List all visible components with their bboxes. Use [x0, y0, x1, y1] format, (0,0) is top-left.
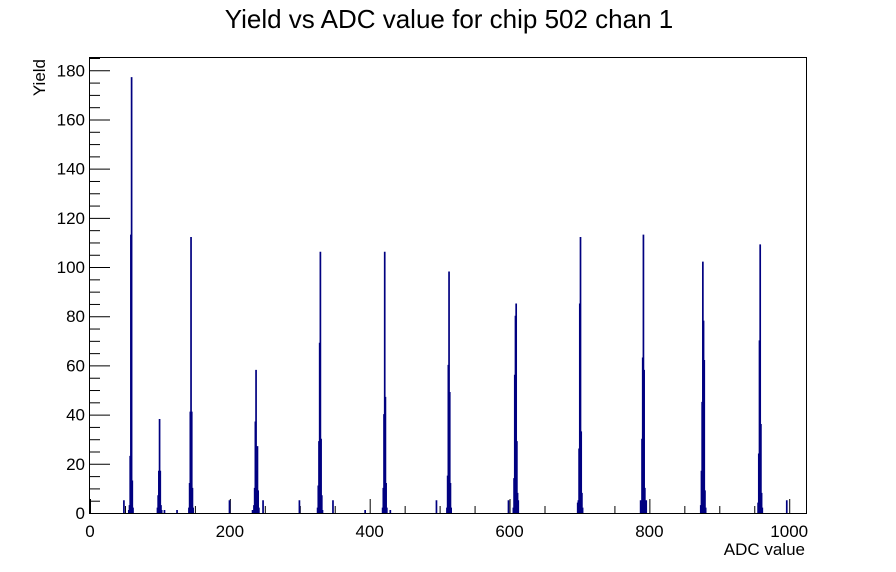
histogram-bin	[760, 492, 763, 513]
histogram-bin	[704, 490, 706, 513]
chart-title: Yield vs ADC value for chip 502 chan 1	[225, 4, 674, 34]
histogram-bin	[298, 500, 301, 513]
histogram-bin	[262, 500, 264, 513]
y-tick: 0	[76, 504, 110, 523]
x-tick-label: 400	[356, 522, 384, 541]
x-tick: 600	[495, 499, 524, 541]
y-tick-label: 120	[57, 209, 85, 228]
histogram-bin	[384, 396, 387, 513]
histogram-bin	[158, 419, 161, 513]
histogram-bin	[704, 507, 707, 513]
x-tick: 200	[216, 499, 244, 541]
histogram-bin	[761, 507, 764, 513]
histogram-bin	[319, 251, 322, 513]
y-tick: 180	[57, 61, 110, 80]
histogram-bin	[228, 500, 231, 513]
histogram-bin	[123, 500, 125, 513]
x-tick: 800	[635, 499, 664, 541]
histogram-bin	[383, 251, 386, 513]
x-tick: 1000	[770, 499, 808, 541]
y-tick-label: 40	[66, 406, 85, 425]
y-tick: 60	[66, 356, 110, 375]
histogram-bins	[123, 77, 788, 513]
histogram-bin	[132, 507, 134, 513]
x-axis-minor-ticks	[124, 506, 756, 513]
histogram-bin	[643, 369, 645, 513]
y-tick: 160	[57, 110, 110, 129]
y-axis: 0 20 40 60 80 100 120 140 160 180	[57, 61, 110, 523]
histogram-bin	[760, 423, 762, 513]
y-tick-label: 100	[57, 258, 85, 277]
histogram-bin	[160, 510, 163, 513]
y-tick-label: 20	[66, 455, 85, 474]
histogram-bin	[256, 446, 259, 513]
x-tick: 400	[356, 499, 384, 541]
y-tick-label: 60	[66, 356, 85, 375]
histogram-bin	[251, 510, 254, 513]
histogram-bin	[332, 500, 334, 513]
histogram-bin	[450, 507, 452, 513]
histogram-bin	[581, 507, 584, 513]
y-tick: 120	[57, 209, 110, 228]
histogram-bin	[176, 510, 178, 513]
y-tick: 100	[57, 258, 110, 277]
y-tick: 140	[57, 160, 110, 179]
histogram-bin	[389, 510, 392, 513]
histogram-bin	[448, 391, 451, 513]
histogram-bin	[130, 77, 133, 513]
y-tick-label: 160	[57, 110, 85, 129]
histogram-bin	[703, 360, 706, 513]
histogram-bin	[385, 482, 387, 513]
histogram-bin	[160, 505, 162, 513]
x-axis: 0 200 400 600 800 1000	[85, 499, 808, 541]
histogram-bin	[579, 237, 582, 513]
histogram-bin	[320, 495, 323, 513]
histogram-bin	[581, 492, 583, 513]
x-axis-title: ADC value	[724, 540, 805, 559]
histogram-bin	[580, 431, 583, 513]
x-tick-label: 800	[635, 522, 663, 541]
y-tick: 80	[66, 307, 110, 326]
histogram-bin	[190, 411, 193, 513]
histogram-bin	[192, 507, 194, 513]
histogram-bin	[507, 500, 510, 513]
histogram-bin	[321, 510, 324, 513]
histogram-bin	[385, 507, 388, 513]
histogram-bin	[449, 482, 452, 513]
x-tick-label: 200	[216, 522, 244, 541]
y-tick: 20	[66, 455, 110, 474]
histogram-bin	[364, 510, 366, 513]
histogram-bin	[190, 237, 192, 513]
histogram-bin	[785, 500, 788, 513]
y-tick: 40	[66, 406, 110, 425]
histogram-bin	[257, 490, 260, 513]
y-tick-label: 140	[57, 160, 85, 179]
y-tick-label: 80	[66, 307, 85, 326]
histogram-bin	[639, 500, 642, 513]
histogram-bin	[517, 500, 520, 513]
y-axis-title: Yield	[30, 59, 49, 96]
y-axis-minor-ticks	[90, 58, 100, 502]
x-tick-label: 0	[85, 522, 94, 541]
histogram-bin	[643, 487, 646, 513]
histogram-bin	[131, 480, 134, 513]
histogram-bin	[320, 438, 322, 513]
histogram-bin	[255, 369, 257, 513]
histogram-bin	[515, 303, 518, 513]
histogram-bin	[163, 510, 166, 513]
histogram-bin	[258, 507, 260, 513]
histogram-bin	[516, 441, 518, 513]
y-tick-label: 180	[57, 61, 85, 80]
x-tick-label: 1000	[770, 522, 808, 541]
histogram-bin	[645, 500, 648, 513]
histogram-bin	[759, 244, 762, 513]
histogram-bin	[435, 500, 438, 513]
x-tick-label: 600	[495, 522, 523, 541]
histogram-bin	[159, 470, 162, 513]
histogram-bin	[191, 487, 194, 513]
y-tick-label: 0	[76, 504, 85, 523]
x-tick: 0	[85, 499, 95, 541]
plot-frame	[89, 57, 807, 514]
